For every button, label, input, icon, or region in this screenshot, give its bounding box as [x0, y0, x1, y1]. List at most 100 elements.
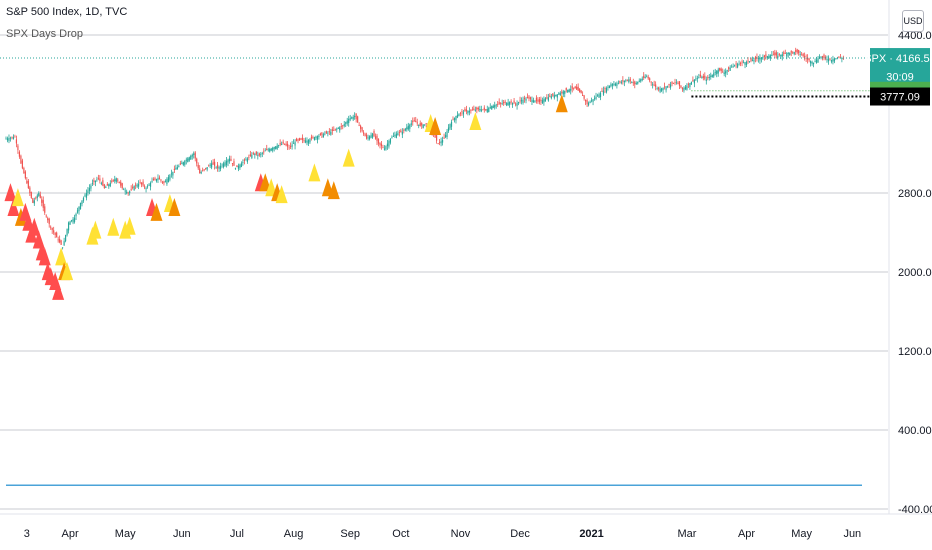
candle-body: [771, 54, 773, 56]
candle-body: [23, 168, 25, 174]
candle-body: [292, 143, 295, 144]
candle-body: [312, 136, 314, 138]
candle-body: [242, 162, 244, 163]
candle-body: [409, 124, 411, 129]
candle-body: [462, 111, 465, 115]
candle-body: [626, 79, 628, 81]
candle-body: [798, 49, 800, 54]
candle-body: [222, 163, 225, 168]
candle-body: [215, 167, 217, 168]
candle-body: [731, 66, 733, 68]
candle-body: [501, 103, 503, 105]
candle-body: [605, 88, 608, 93]
candle-body: [82, 197, 85, 201]
candle-body: [498, 102, 500, 104]
candle-body: [295, 138, 298, 142]
candle-body: [214, 161, 216, 166]
candle-body: [380, 143, 383, 147]
candle-body: [78, 206, 80, 212]
candle-body: [537, 99, 539, 102]
price-tag[interactable]: [870, 48, 930, 69]
candle-body: [491, 106, 493, 110]
x-tick-label: Dec: [510, 528, 530, 540]
candle-body: [66, 228, 68, 236]
candle-body: [516, 103, 518, 106]
candle-body: [593, 97, 596, 99]
candle-body: [81, 200, 83, 205]
candle-body: [60, 240, 62, 245]
price-tag-label: 3777.09: [880, 92, 920, 104]
candle-body: [587, 102, 590, 106]
candle-body: [398, 131, 400, 133]
y-tick-label: 400.00: [898, 425, 932, 437]
candle-body: [434, 132, 436, 138]
currency-button[interactable]: USD: [902, 10, 924, 32]
candle-body: [315, 136, 317, 138]
candle-body: [385, 146, 387, 150]
candle-body: [693, 79, 695, 84]
candle-body: [193, 153, 195, 155]
candle-body: [339, 127, 341, 131]
price-tag[interactable]: [870, 67, 930, 86]
candle-body: [395, 133, 397, 138]
candle-body: [233, 161, 235, 166]
drop-signal-triangle: [342, 148, 355, 167]
candle-body: [424, 124, 426, 126]
candle-body: [211, 163, 213, 168]
candle-body: [367, 137, 369, 139]
candle-body: [225, 160, 228, 166]
drop-signal-triangle: [38, 247, 51, 266]
candle-body: [513, 100, 515, 104]
candle-body: [404, 128, 406, 131]
candle-body: [717, 69, 719, 74]
candle-body: [149, 182, 152, 187]
price-tag[interactable]: [870, 87, 930, 106]
candle-body: [72, 218, 74, 223]
candle-body: [289, 146, 292, 147]
candle-body: [628, 79, 630, 82]
candle-body: [388, 141, 390, 147]
candle-body: [240, 163, 243, 168]
candle-body: [576, 86, 578, 90]
candle-body: [579, 88, 581, 93]
candle-body: [830, 59, 833, 62]
candle-body: [599, 93, 602, 98]
candle-body: [723, 72, 725, 75]
candle-body: [418, 124, 420, 126]
candle-body: [574, 86, 576, 89]
candle-body: [179, 163, 181, 165]
candle-body: [766, 56, 768, 59]
candle-body: [586, 100, 588, 105]
candle-body: [799, 54, 801, 55]
candle-body: [379, 142, 381, 145]
candle-body: [805, 58, 807, 59]
candle-body: [790, 51, 792, 53]
candle-body: [59, 238, 61, 243]
candle-body: [549, 95, 551, 97]
candle-body: [327, 132, 329, 134]
candle-body: [702, 76, 704, 78]
candle-body: [473, 108, 475, 111]
candle-body: [175, 168, 177, 170]
candle-body: [540, 99, 542, 102]
candle-body: [288, 147, 290, 149]
candle-body: [357, 116, 359, 123]
candle-body: [51, 227, 53, 231]
candle-body: [726, 70, 728, 72]
candle-body: [775, 52, 777, 56]
candle-body: [556, 94, 558, 98]
candle-body: [373, 131, 375, 137]
candle-body: [467, 111, 469, 114]
candle-body: [136, 184, 138, 187]
x-tick-label: May: [791, 528, 812, 540]
candle-body: [301, 137, 304, 140]
candle-body: [279, 143, 281, 145]
legend-indicator-name[interactable]: SPX Days Drop: [6, 28, 84, 40]
candle-body: [307, 139, 310, 144]
y-tick-label: -400.00: [898, 504, 932, 516]
candle-body: [783, 52, 785, 54]
candle-body: [522, 99, 524, 104]
candle-body: [319, 133, 321, 136]
